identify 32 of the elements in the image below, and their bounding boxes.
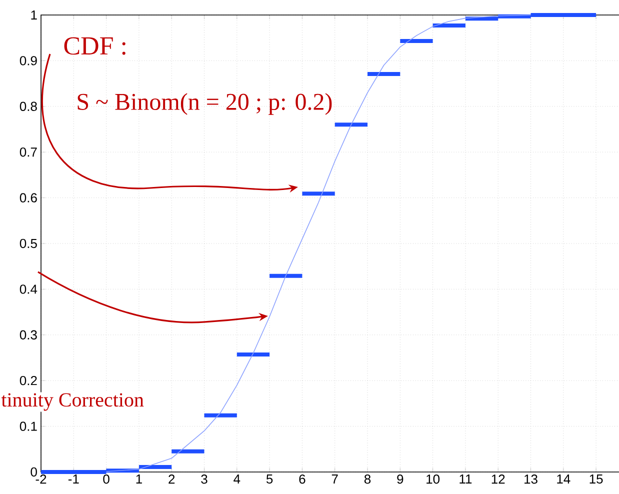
y-tick-label: 0	[30, 467, 37, 477]
y-tick-label: 0.9	[20, 56, 37, 66]
y-tick-label: 0.5	[20, 238, 37, 248]
x-tick-label: 6	[299, 474, 306, 484]
x-tick-label: 13	[524, 474, 538, 484]
x-tick-label: 12	[492, 474, 505, 484]
x-tick-label: 14	[557, 474, 570, 484]
y-tick-label: 0.6	[20, 193, 37, 202]
x-tick-label: 0	[103, 474, 110, 484]
y-tick-label: 1	[31, 10, 37, 20]
x-tick-label: 9	[397, 474, 404, 484]
annotation: S ~ Binom(n = 20 ; p: 0.2)	[78, 93, 332, 115]
x-tick-label: 3	[201, 474, 208, 484]
x-tick-label: -1	[68, 474, 79, 484]
x-tick-label: -2	[36, 474, 46, 484]
x-tick-label: 7	[332, 474, 338, 484]
y-tick-label: 0.3	[20, 330, 37, 340]
x-tick-label: 4	[234, 474, 240, 484]
annotation: CDF :	[64, 37, 126, 55]
y-tick-label: 0.7	[20, 147, 37, 157]
x-tick-label: 11	[460, 474, 472, 484]
x-tick-label: 10	[426, 474, 440, 484]
annotation: tinuity Correction	[1, 393, 144, 411]
x-tick-label: 15	[590, 474, 603, 484]
y-tick-label: 0.2	[20, 376, 37, 386]
x-tick-label: 5	[266, 474, 273, 484]
y-tick-label: 0.1	[20, 422, 37, 431]
x-tick-label: 1	[136, 474, 142, 484]
x-tick-label: 2	[168, 474, 175, 484]
x-tick-label: 8	[364, 474, 371, 484]
y-tick-label: 0.8	[20, 102, 37, 111]
y-tick-label: 0.4	[20, 284, 38, 294]
